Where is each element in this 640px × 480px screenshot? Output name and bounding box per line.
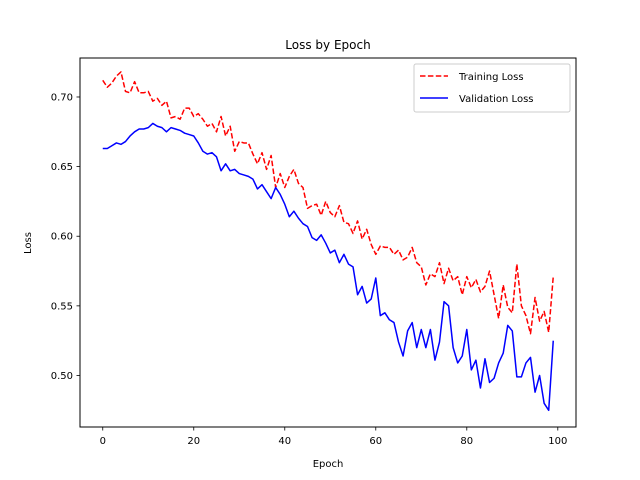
x-tick-label: 0	[100, 436, 106, 447]
x-tick-label: 60	[369, 436, 382, 447]
y-axis-label: Loss	[23, 232, 34, 254]
y-tick-label: 0.65	[51, 162, 73, 173]
x-tick-label: 80	[460, 436, 473, 447]
x-axis-label: Epoch	[313, 459, 344, 470]
x-tick-label: 20	[187, 436, 200, 447]
y-tick-label: 0.55	[51, 301, 73, 312]
legend: Training Loss Validation Loss	[413, 63, 571, 113]
legend-label-validation-loss: Validation Loss	[459, 94, 534, 105]
y-axis-ticks: 0.50 0.55 0.60 0.65 0.70	[51, 92, 80, 382]
plot-frame	[79, 57, 577, 428]
chart-title: Loss by Epoch	[285, 38, 370, 52]
plot-lines	[102, 71, 554, 412]
y-tick-label: 0.70	[51, 92, 73, 103]
series-line-validation-loss	[102, 122, 554, 412]
y-tick-label: 0.60	[51, 232, 73, 243]
y-tick-label: 0.50	[51, 371, 73, 382]
x-tick-label: 40	[278, 436, 291, 447]
x-tick-label: 100	[548, 436, 567, 447]
legend-box	[413, 63, 571, 113]
series-line-training-loss	[102, 71, 554, 335]
x-axis-ticks: 0 20 40 60 80 100	[100, 427, 567, 447]
legend-label-training-loss: Training Loss	[458, 72, 524, 83]
